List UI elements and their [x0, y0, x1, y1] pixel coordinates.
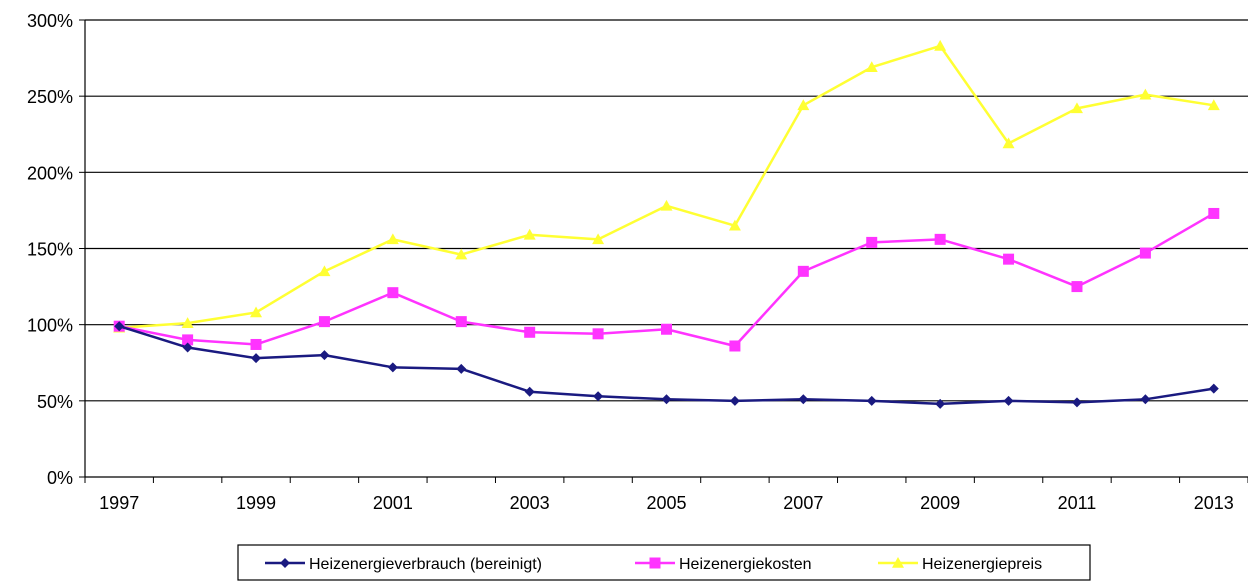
data-point	[318, 265, 331, 277]
data-point	[866, 236, 878, 248]
legend-swatch-marker	[649, 557, 661, 569]
data-point	[250, 306, 263, 318]
legend-label: Heizenergiepreis	[922, 556, 1042, 573]
legend-swatch-marker	[892, 557, 904, 568]
y-tick-label: 250%	[27, 87, 73, 107]
data-point	[935, 398, 946, 409]
data-point	[523, 228, 536, 240]
data-point	[1208, 207, 1220, 219]
x-tick-label: 1997	[99, 493, 139, 513]
legend-label: Heizenergieverbrauch (bereinigt)	[309, 556, 542, 573]
x-tick-label: 2003	[510, 493, 550, 513]
data-point	[1140, 394, 1151, 405]
data-point	[1208, 383, 1219, 394]
data-point	[797, 265, 809, 277]
data-point	[797, 99, 810, 111]
series-line	[119, 44, 1214, 329]
data-point	[524, 326, 536, 338]
data-point	[318, 316, 330, 328]
legend-swatch-marker	[280, 558, 290, 568]
data-point	[455, 316, 467, 328]
data-point	[387, 362, 398, 373]
x-tick-label: 2007	[783, 493, 823, 513]
y-tick-label: 200%	[27, 163, 73, 183]
series-1	[113, 207, 1220, 352]
data-point	[386, 233, 399, 245]
legend-label: Heizenergiekosten	[679, 556, 812, 573]
data-point	[592, 328, 604, 340]
x-tick-label: 2001	[373, 493, 413, 513]
data-point	[593, 391, 604, 402]
data-point	[661, 394, 672, 405]
data-point	[728, 219, 741, 231]
data-point	[1070, 102, 1083, 114]
x-tick-label: 2011	[1058, 493, 1097, 513]
data-point	[729, 395, 740, 406]
data-point	[934, 39, 947, 51]
data-point	[729, 340, 741, 352]
x-tick-label: 2009	[920, 493, 960, 513]
data-point	[250, 338, 262, 350]
data-point	[182, 342, 193, 353]
data-point	[114, 321, 125, 332]
data-point	[524, 386, 535, 397]
y-tick-label: 300%	[27, 11, 73, 31]
data-point	[182, 334, 194, 346]
y-tick-label: 100%	[27, 316, 73, 336]
data-point	[866, 395, 877, 406]
data-point	[1139, 247, 1151, 259]
x-tick-label: 2005	[646, 493, 686, 513]
data-point	[1003, 253, 1015, 265]
series-2	[113, 39, 1220, 333]
data-point	[1002, 137, 1015, 149]
data-point	[865, 61, 878, 73]
data-point	[934, 233, 946, 245]
data-point	[456, 363, 467, 374]
data-point	[251, 353, 262, 364]
data-point	[1071, 281, 1083, 293]
y-tick-label: 0%	[47, 468, 73, 488]
data-point	[1207, 99, 1220, 111]
data-point	[1071, 397, 1082, 408]
y-tick-label: 50%	[37, 392, 73, 412]
y-tick-label: 150%	[27, 240, 73, 260]
data-point	[592, 233, 605, 245]
data-point	[455, 248, 468, 260]
x-tick-label: 1999	[236, 493, 276, 513]
data-point	[181, 317, 194, 328]
data-point	[798, 394, 809, 405]
series-0	[114, 321, 1219, 409]
data-point	[387, 287, 399, 299]
data-point	[660, 199, 673, 211]
series-line	[118, 324, 1214, 406]
data-point	[1139, 88, 1152, 100]
data-point	[1003, 395, 1014, 406]
data-point	[661, 323, 672, 335]
x-tick-label: 2013	[1194, 493, 1234, 513]
data-point	[319, 350, 330, 361]
